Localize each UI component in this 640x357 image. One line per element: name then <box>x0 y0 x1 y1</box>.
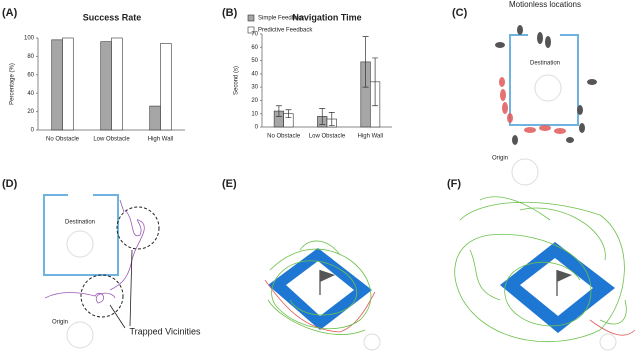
error-bar <box>285 109 292 119</box>
panel-label: (F) <box>447 178 461 190</box>
x-tick-label: High Wall <box>148 137 173 143</box>
chart-title: Navigation Time <box>292 12 361 22</box>
panel-label: (D) <box>2 178 18 190</box>
arena-f <box>454 196 636 351</box>
bar <box>111 37 123 131</box>
y-tick-label: 10 <box>251 111 258 117</box>
x-tick-label: No Obstacle <box>46 137 80 143</box>
x-tick-label: No Obstacle <box>267 134 301 140</box>
error-bar <box>328 112 335 127</box>
error-bar <box>372 57 379 107</box>
arena-d <box>43 194 160 349</box>
legend-swatch <box>247 14 255 22</box>
y-tick-label: 20 <box>27 109 34 115</box>
y-tick-label: 60 <box>251 45 258 51</box>
destination-label: Destination <box>530 61 560 67</box>
origin-label: Origin <box>492 156 508 162</box>
panel-title: Motionless locations <box>509 0 581 9</box>
bar <box>149 105 161 131</box>
y-tick-label: 0 <box>31 128 35 134</box>
destination-label: Destination <box>65 220 95 226</box>
y-tick-label: 30 <box>251 85 258 91</box>
legend-label: Simple Feedback <box>258 16 305 22</box>
bar <box>100 41 112 131</box>
x-tick-label: Low Obstacle <box>309 134 346 140</box>
legend-label: Predictive Feedback <box>258 28 313 34</box>
panel-label: (A) <box>2 7 18 19</box>
y-tick-label: 40 <box>27 91 34 97</box>
error-bar <box>362 36 369 88</box>
y-tick-label: 70 <box>251 32 258 38</box>
y-tick-label: 40 <box>251 71 258 77</box>
bar <box>160 43 172 131</box>
panel-label: (C) <box>452 7 468 19</box>
bar <box>62 37 74 131</box>
y-tick-label: 60 <box>27 72 34 78</box>
y-tick-label: 100 <box>24 36 35 42</box>
annotation: Trapped Vicinities <box>129 326 201 336</box>
arena-c <box>495 25 597 186</box>
x-tick-label: Low Obstacle <box>93 137 130 143</box>
y-tick-label: 80 <box>27 54 34 60</box>
chart-title: Success Rate <box>83 12 142 22</box>
y-axis-label: Percentage (%) <box>10 63 16 105</box>
error-bar <box>275 105 282 117</box>
arena-e <box>264 240 381 351</box>
y-tick-label: 0 <box>255 125 259 131</box>
y-tick-label: 20 <box>251 98 258 104</box>
panel-label: (E) <box>222 178 237 190</box>
origin-label: Origin <box>52 320 68 326</box>
y-axis-label: Second (s) <box>234 66 240 95</box>
legend-swatch <box>247 26 255 34</box>
y-tick-label: 50 <box>251 58 258 64</box>
error-bar <box>319 108 326 125</box>
x-tick-label: High Wall <box>358 134 383 140</box>
bar <box>51 39 63 131</box>
panel-label: (B) <box>222 7 238 19</box>
